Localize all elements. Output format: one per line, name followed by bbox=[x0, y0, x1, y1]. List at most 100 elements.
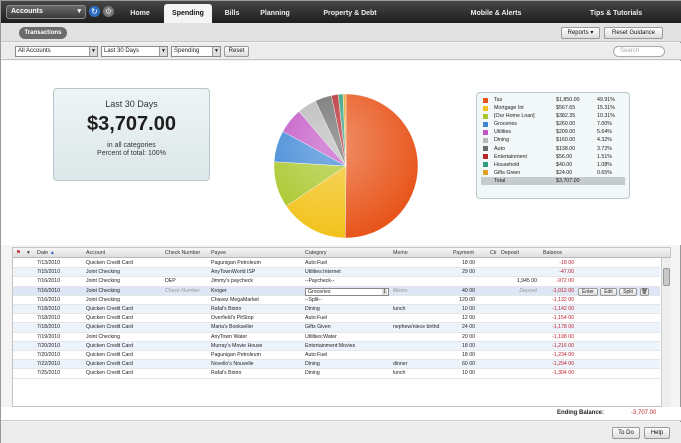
vertical-scrollbar[interactable] bbox=[661, 258, 671, 407]
legend-item[interactable]: [Our Home Loan] $382.35 10.31% bbox=[481, 112, 625, 120]
legend-item[interactable]: Dining $160.00 4.32% bbox=[481, 136, 625, 144]
table-row[interactable]: 7/16/2010 Joint Checking Chavez MegaMarket… bbox=[13, 296, 660, 305]
legend-swatch bbox=[483, 162, 488, 168]
legend-label: Household bbox=[494, 161, 520, 168]
todo-button[interactable]: To Do bbox=[612, 427, 640, 439]
legend-amount: $40.00 bbox=[556, 161, 573, 168]
category-picker-icon[interactable]: 1 bbox=[382, 288, 387, 295]
cell-memo[interactable]: Memo bbox=[393, 287, 408, 294]
col-clr[interactable]: Clr bbox=[490, 250, 497, 256]
table-row[interactable]: 7/15/2010 Joint Checking AnyTownWorld ISP U… bbox=[13, 268, 660, 278]
help-button[interactable]: Help bbox=[644, 427, 670, 439]
accounts-selector[interactable]: Accounts ▾ bbox=[6, 5, 86, 19]
legend-item[interactable]: Entertainment $56.00 1.51% bbox=[481, 153, 625, 161]
cell-balance: -1,178 00 bbox=[552, 324, 574, 331]
transactions-button[interactable]: Transactions bbox=[19, 27, 67, 39]
cell-balance: -47.00 bbox=[559, 269, 574, 276]
legend-label: Mortgage Int bbox=[494, 105, 524, 112]
col-check-number[interactable]: Check Number bbox=[165, 250, 201, 256]
col-date[interactable]: Date ▲ bbox=[37, 248, 55, 258]
table-row-editing[interactable]: 7/16/2010 Joint Checking Check Number Kroge… bbox=[13, 286, 660, 296]
reports-button[interactable]: Reports ▾ bbox=[561, 27, 600, 39]
cell-account: Quicken Credit Card bbox=[86, 370, 133, 377]
refresh-icon[interactable]: ↻ bbox=[89, 6, 100, 17]
legend-percent: 7.00% bbox=[597, 121, 613, 128]
pie-highlight bbox=[274, 94, 418, 238]
cell-account: Quicken Credit Card bbox=[86, 315, 133, 322]
table-row[interactable]: 7/18/2010 Quicken Credit Card Maria's Book… bbox=[13, 323, 660, 333]
cell-date[interactable]: 7/16/2010 bbox=[37, 287, 61, 294]
col-date-label: Date bbox=[37, 250, 49, 256]
table-row[interactable]: 7/16/2010 Joint Checking DEP Jimmy's payche… bbox=[13, 277, 660, 287]
edit-button[interactable]: Edit bbox=[600, 287, 617, 296]
period-filter-select[interactable]: Last 30 Days ▼ bbox=[101, 46, 168, 57]
table-row[interactable]: 7/22/2010 Quicken Credit Card Novello's No… bbox=[13, 360, 660, 370]
cell-check[interactable]: Check Number bbox=[165, 287, 200, 294]
col-payee[interactable]: Payee bbox=[211, 250, 227, 256]
col-category[interactable]: Category bbox=[305, 250, 327, 256]
legend-item[interactable]: Household $40.00 1.08% bbox=[481, 161, 625, 169]
cell-category: Dining bbox=[305, 370, 320, 377]
reset-guidance-button[interactable]: Reset Guidance bbox=[604, 27, 663, 39]
tab-property-debt[interactable]: Property & Debt bbox=[323, 10, 377, 17]
cell-payee: Rafal's Bistro bbox=[211, 370, 242, 377]
cell-balance: -972 00 bbox=[556, 278, 574, 285]
split-button[interactable]: Split bbox=[619, 287, 637, 296]
tab-bills[interactable]: Bills bbox=[224, 10, 240, 17]
flag-icon[interactable]: ⚑ bbox=[16, 250, 21, 256]
cell-account: Quicken Credit Card bbox=[86, 352, 133, 358]
table-row[interactable]: 7/20/2010 Quicken Credit Card Pagunigan Pe… bbox=[13, 351, 660, 361]
view-filter-select[interactable]: Spending ▼ bbox=[171, 46, 221, 57]
cell-payee: Overfield's PitStop bbox=[211, 315, 254, 322]
table-row[interactable]: 7/20/2010 Quicken Credit Card Murray's Mov… bbox=[13, 341, 660, 351]
table-row[interactable]: 7/13/2010 Quicken Credit Card Pagunigan Pe… bbox=[13, 259, 660, 269]
tab-tips-tutorials[interactable]: Tips & Tutorials bbox=[589, 10, 643, 17]
ending-balance-label: Ending Balance: bbox=[557, 410, 605, 416]
col-deposit[interactable]: Deposit bbox=[501, 250, 519, 256]
col-payment[interactable]: Payment bbox=[453, 250, 474, 256]
col-balance[interactable]: Balance bbox=[543, 250, 563, 256]
table-row[interactable]: 7/18/2010 Quicken Credit Card Overfield's … bbox=[13, 314, 660, 324]
tab-mobile-alerts[interactable]: Mobile & Alerts bbox=[470, 10, 522, 17]
cell-payee[interactable]: Kroger bbox=[211, 287, 227, 294]
table-row[interactable]: 7/19/2010 Joint Checking AnyTown Water Util… bbox=[13, 333, 660, 342]
search-input[interactable]: Search bbox=[613, 46, 665, 57]
tab-home[interactable]: Home bbox=[130, 10, 150, 17]
legend-item[interactable]: Auto $138.00 3.72% bbox=[481, 145, 625, 153]
category-input[interactable]: Groceries 1 bbox=[305, 287, 389, 296]
legend-percent: 4.32% bbox=[597, 137, 613, 144]
transactions-table: ⚑ ▾ Date ▲ Account Check Number Payee Ca… bbox=[12, 247, 671, 407]
tab-spending[interactable]: Spending bbox=[164, 4, 212, 23]
cell-balance: -1,304 00 bbox=[552, 370, 574, 377]
cell-deposit[interactable]: Deposit bbox=[519, 287, 537, 294]
account-filter-select[interactable]: All Accounts ▼ bbox=[15, 46, 98, 57]
view-filter-value: Spending bbox=[174, 48, 200, 54]
legend-item[interactable]: Tax $1,850.00 49.91% bbox=[481, 96, 625, 104]
gear-icon[interactable]: ⚙ bbox=[103, 6, 114, 17]
reminder-icon[interactable]: ▾ bbox=[27, 250, 30, 256]
legend-swatch bbox=[483, 113, 488, 119]
legend-item[interactable]: Utilities $209.00 5.64% bbox=[481, 128, 625, 136]
cell-balance: -1,234 00 bbox=[552, 352, 574, 358]
table-row[interactable]: 7/25/2010 Quicken Credit Card Rafal's Bist… bbox=[13, 369, 660, 379]
spending-pie-chart[interactable] bbox=[271, 91, 421, 241]
reset-filter-button[interactable]: Reset bbox=[224, 46, 249, 57]
legend-swatch bbox=[483, 146, 488, 152]
col-memo[interactable]: Memo bbox=[393, 250, 408, 256]
scrollbar-thumb[interactable] bbox=[663, 268, 670, 286]
delete-icon[interactable]: 🗑 bbox=[640, 287, 649, 296]
tab-planning[interactable]: Planning bbox=[260, 10, 290, 17]
cell-payment[interactable]: 40 00 bbox=[462, 287, 475, 294]
cell-payee: AnyTown Water bbox=[211, 333, 248, 340]
col-account[interactable]: Account bbox=[86, 250, 106, 256]
enter-button[interactable]: Enter bbox=[578, 287, 598, 296]
legend-item[interactable]: Groceries $260.00 7.00% bbox=[481, 120, 625, 128]
table-row[interactable]: 7/18/2010 Quicken Credit Card Rafal's Bist… bbox=[13, 305, 660, 315]
cell-balance[interactable]: -1,012 00 bbox=[552, 287, 574, 294]
cell-account[interactable]: Joint Checking bbox=[86, 287, 121, 294]
cell-balance: -1,142 00 bbox=[552, 306, 574, 312]
legend-label: [Our Home Loan] bbox=[494, 113, 535, 120]
legend-item[interactable]: Mortgage Int $567.65 15.31% bbox=[481, 104, 625, 112]
cell-check: DEP bbox=[165, 278, 176, 285]
legend-item[interactable]: Gifts Given $24.00 0.65% bbox=[481, 169, 625, 177]
